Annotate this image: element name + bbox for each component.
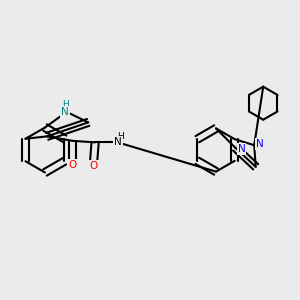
Text: O: O — [68, 160, 77, 170]
Text: N: N — [61, 107, 69, 117]
Text: N: N — [256, 139, 263, 149]
Text: H: H — [62, 100, 68, 109]
Text: N: N — [238, 144, 245, 154]
Text: N: N — [114, 137, 122, 147]
Text: O: O — [89, 161, 98, 171]
Text: H: H — [117, 133, 124, 142]
